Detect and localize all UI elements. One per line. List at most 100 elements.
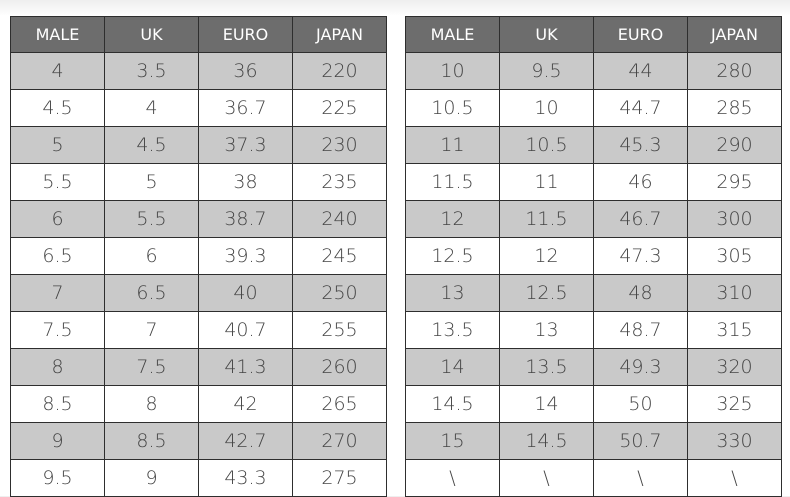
cell: 5 — [10, 126, 105, 164]
cell: 255 — [292, 311, 387, 349]
cell: 50.7 — [593, 422, 688, 460]
row: 8.5 8 42 265 — [10, 385, 387, 423]
row: 14 13.5 49.3 320 — [405, 348, 782, 386]
row: 13 12.5 48 310 — [405, 274, 782, 312]
cell: 3.5 — [104, 52, 199, 90]
cell: 8.5 — [104, 422, 199, 460]
cell: 36 — [198, 52, 293, 90]
cell: 220 — [292, 52, 387, 90]
row: \ \ \ \ — [405, 459, 782, 497]
row: 14.5 14 50 325 — [405, 385, 782, 423]
cell: 300 — [687, 200, 782, 238]
cell: 44 — [593, 52, 688, 90]
cell: 7 — [10, 274, 105, 312]
cell: 10 — [499, 89, 594, 127]
cell: 38 — [198, 163, 293, 201]
cell: 36.7 — [198, 89, 293, 127]
cell: 12 — [499, 237, 594, 275]
cell: 9.5 — [10, 459, 105, 497]
cell: 12 — [405, 200, 500, 238]
cell: 9 — [10, 422, 105, 460]
cell: 45.3 — [593, 126, 688, 164]
cell: 6 — [10, 200, 105, 238]
cell: 4 — [104, 89, 199, 127]
row: 7.5 7 40.7 255 — [10, 311, 387, 349]
cell: 15 — [405, 422, 500, 460]
cell: 7.5 — [10, 311, 105, 349]
cell: 290 — [687, 126, 782, 164]
cell: 47.3 — [593, 237, 688, 275]
cell: \ — [593, 459, 688, 497]
cell: 4 — [10, 52, 105, 90]
cell: 9 — [104, 459, 199, 497]
header-cell: JAPAN — [687, 16, 782, 53]
cell: 11 — [499, 163, 594, 201]
cell: 240 — [292, 200, 387, 238]
cell: 10 — [405, 52, 500, 90]
cell: 320 — [687, 348, 782, 386]
cell: 4.5 — [10, 89, 105, 127]
cell: 250 — [292, 274, 387, 312]
row: 11.5 11 46 295 — [405, 163, 782, 201]
cell: 295 — [687, 163, 782, 201]
cell: 13 — [405, 274, 500, 312]
cell: 7 — [104, 311, 199, 349]
cell: 9.5 — [499, 52, 594, 90]
row: 7 6.5 40 250 — [10, 274, 387, 312]
cell: 14 — [405, 348, 500, 386]
cell: 11.5 — [499, 200, 594, 238]
cell: 8 — [10, 348, 105, 386]
cell: 49.3 — [593, 348, 688, 386]
cell: 310 — [687, 274, 782, 312]
cell: 42.7 — [198, 422, 293, 460]
cell: 325 — [687, 385, 782, 423]
cell: 44.7 — [593, 89, 688, 127]
cell: 13.5 — [405, 311, 500, 349]
header-cell: UK — [104, 16, 199, 53]
cell: 37.3 — [198, 126, 293, 164]
cell: 42 — [198, 385, 293, 423]
cell: 38.7 — [198, 200, 293, 238]
cell: 330 — [687, 422, 782, 460]
row: 15 14.5 50.7 330 — [405, 422, 782, 460]
size-table: MALE UK EURO JAPAN 4 3.5 36 220 4.5 4 36.7 225 5 4.5 3… — [10, 16, 387, 497]
header-cell: EURO — [593, 16, 688, 53]
header-row: MALE UK EURO JAPAN — [405, 16, 782, 53]
cell: 315 — [687, 311, 782, 349]
cell: 48 — [593, 274, 688, 312]
cell: 12.5 — [405, 237, 500, 275]
cell: 39.3 — [198, 237, 293, 275]
cell: 5 — [104, 163, 199, 201]
cell: 46.7 — [593, 200, 688, 238]
cell: 14 — [499, 385, 594, 423]
header-row: MALE UK EURO JAPAN — [10, 16, 387, 53]
cell: 280 — [687, 52, 782, 90]
cell: 235 — [292, 163, 387, 201]
cell: 46 — [593, 163, 688, 201]
row: 5 4.5 37.3 230 — [10, 126, 387, 164]
cell: 12.5 — [499, 274, 594, 312]
row: 8 7.5 41.3 260 — [10, 348, 387, 386]
cell: 11.5 — [405, 163, 500, 201]
row: 12.5 12 47.3 305 — [405, 237, 782, 275]
cell: 7.5 — [104, 348, 199, 386]
cell: 230 — [292, 126, 387, 164]
cell: 8.5 — [10, 385, 105, 423]
cell: \ — [687, 459, 782, 497]
cell: 6 — [104, 237, 199, 275]
cell: 225 — [292, 89, 387, 127]
row: 5.5 5 38 235 — [10, 163, 387, 201]
row: 9.5 9 43.3 275 — [10, 459, 387, 497]
header-cell: EURO — [198, 16, 293, 53]
row: 4.5 4 36.7 225 — [10, 89, 387, 127]
cell: \ — [405, 459, 500, 497]
cell: 5.5 — [104, 200, 199, 238]
row: 11 10.5 45.3 290 — [405, 126, 782, 164]
row: 12 11.5 46.7 300 — [405, 200, 782, 238]
cell: 10.5 — [405, 89, 500, 127]
header-cell: MALE — [405, 16, 500, 53]
cell: 41.3 — [198, 348, 293, 386]
row: 13.5 13 48.7 315 — [405, 311, 782, 349]
row: 6.5 6 39.3 245 — [10, 237, 387, 275]
